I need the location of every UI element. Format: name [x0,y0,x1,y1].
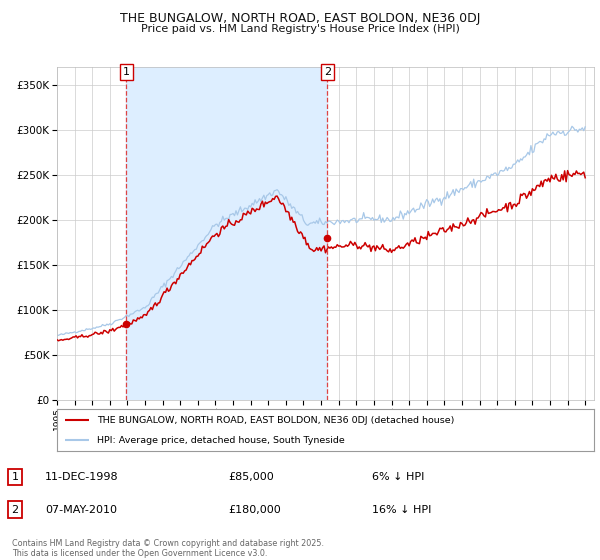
Text: THE BUNGALOW, NORTH ROAD, EAST BOLDON, NE36 0DJ: THE BUNGALOW, NORTH ROAD, EAST BOLDON, N… [120,12,480,25]
Text: Price paid vs. HM Land Registry's House Price Index (HPI): Price paid vs. HM Land Registry's House … [140,24,460,34]
Text: 1: 1 [123,67,130,77]
Text: 6% ↓ HPI: 6% ↓ HPI [372,472,424,482]
Text: THE BUNGALOW, NORTH ROAD, EAST BOLDON, NE36 0DJ (detached house): THE BUNGALOW, NORTH ROAD, EAST BOLDON, N… [97,416,455,424]
Text: 2: 2 [324,67,331,77]
Text: 11-DEC-1998: 11-DEC-1998 [45,472,119,482]
Text: 1: 1 [11,472,19,482]
Text: 07-MAY-2010: 07-MAY-2010 [45,505,117,515]
Text: 2: 2 [11,505,19,515]
Text: Contains HM Land Registry data © Crown copyright and database right 2025.
This d: Contains HM Land Registry data © Crown c… [12,539,324,558]
Text: HPI: Average price, detached house, South Tyneside: HPI: Average price, detached house, Sout… [97,436,345,445]
Bar [127,67,328,400]
Text: £85,000: £85,000 [228,472,274,482]
Text: 16% ↓ HPI: 16% ↓ HPI [372,505,431,515]
Text: £180,000: £180,000 [228,505,281,515]
